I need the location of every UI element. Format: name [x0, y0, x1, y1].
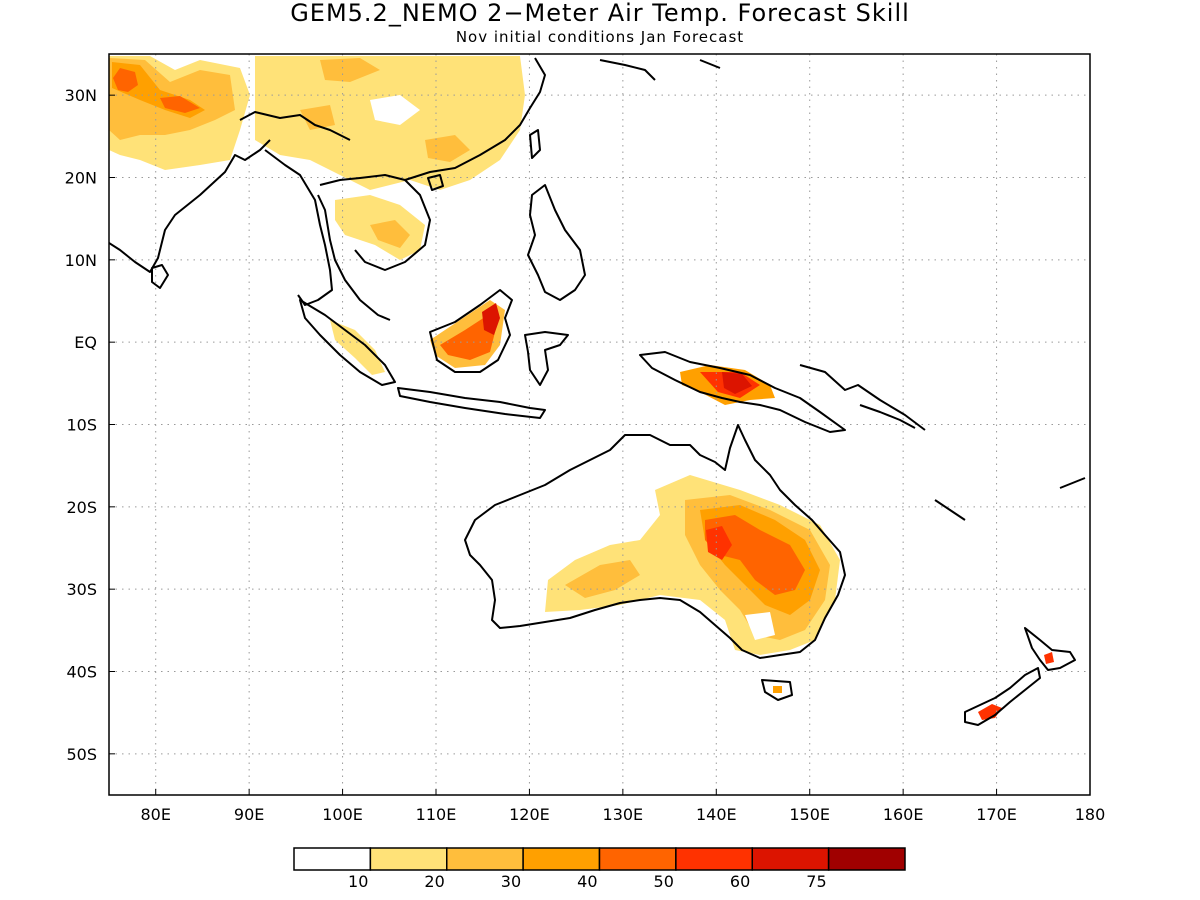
colorbar-label: 50	[654, 872, 674, 891]
lon-tick-label: 130E	[603, 805, 644, 824]
colorbar-swatch	[446, 847, 524, 871]
latitude-axis: 30N 20N 10N EQ 10S 20S 30S 40S 50S	[65, 86, 115, 764]
lon-tick-label: 180	[1075, 805, 1106, 824]
coast-taiwan	[529, 129, 541, 159]
lat-tick-label: 40S	[66, 663, 97, 682]
lon-tick-label: 150E	[789, 805, 830, 824]
skill-shading	[109, 56, 1054, 720]
coast-sumatra	[299, 299, 396, 386]
shade-indochina-20	[370, 220, 410, 248]
lat-tick-label: 50S	[66, 745, 97, 764]
shade-aus-40	[705, 515, 805, 595]
coast-bismarck	[799, 364, 926, 431]
colorbar-swatch	[369, 847, 448, 871]
plot-frame	[108, 53, 1091, 796]
shade-china-blank	[370, 95, 420, 125]
shade-aus-20b	[565, 560, 640, 598]
coast-malay-peninsula	[317, 194, 391, 321]
coast-sulawesi	[524, 331, 569, 386]
colorbar-label: 75	[806, 872, 826, 891]
coast-china	[404, 57, 546, 181]
shade-png-75	[722, 372, 752, 394]
colorbar-swatch	[751, 847, 830, 871]
coast-borneo	[429, 289, 513, 373]
coast-indochina	[319, 174, 431, 271]
coastlines	[109, 57, 1086, 726]
longitude-axis: 80E 90E 100E 110E 120E 130E 140E 150E 160E 170E 18…	[140, 789, 1105, 824]
shade-china-20b	[300, 105, 335, 130]
coast-india	[109, 139, 271, 273]
colorbar-swatch	[675, 847, 753, 871]
lon-tick-label: 80E	[140, 805, 170, 824]
lon-tick-label: 120E	[509, 805, 550, 824]
shade-himalaya-50	[113, 68, 138, 92]
lat-tick-label: 30S	[66, 580, 97, 599]
coast-new-guinea	[639, 351, 846, 433]
shade-aus-blank	[745, 612, 775, 640]
shade-borneo-60	[482, 303, 500, 335]
colorbar-swatch	[293, 847, 372, 871]
colorbar-swatch	[827, 847, 906, 871]
coast-tasmania	[761, 679, 793, 701]
coast-solomons	[859, 404, 1086, 521]
lat-tick-label: 30N	[65, 86, 97, 105]
colorbar-label: 20	[424, 872, 444, 891]
coast-philippines	[527, 184, 586, 301]
shade-china-20c	[425, 135, 470, 162]
lat-tick-label: 20N	[65, 169, 97, 188]
colorbar-swatch	[598, 847, 677, 871]
shade-tasmania-30	[773, 686, 782, 693]
lat-tick-label: 10S	[66, 416, 97, 435]
coast-nz-south	[964, 667, 1041, 726]
figure-subtitle: Nov initial conditions Jan Forecast	[455, 28, 745, 46]
coast-australia	[464, 424, 846, 659]
lon-tick-label: 140E	[696, 805, 737, 824]
shade-aus-50	[706, 526, 732, 560]
coast-hainan	[427, 174, 444, 191]
lat-tick-label: EQ	[74, 333, 97, 352]
lon-tick-label: 160E	[883, 805, 924, 824]
shade-nz-south-50	[978, 704, 1002, 720]
colorbar: 10 20 30 40 50 60 75	[293, 847, 906, 891]
coast-bay-of-bengal	[264, 149, 333, 306]
coast-java	[397, 387, 546, 419]
grid-lines	[109, 54, 1090, 795]
shade-himalaya-50b	[160, 96, 200, 113]
colorbar-label: 30	[501, 872, 521, 891]
coast-himalaya-border	[239, 111, 351, 141]
shade-sumatra-10	[330, 320, 385, 375]
lon-tick-label: 100E	[322, 805, 363, 824]
colorbar-swatch	[522, 847, 601, 871]
shade-borneo-40	[440, 315, 496, 360]
lat-tick-label: 20S	[66, 498, 97, 517]
lon-tick-label: 110E	[416, 805, 457, 824]
colorbar-label: 60	[730, 872, 750, 891]
coast-srilanka	[151, 264, 169, 289]
lon-tick-label: 90E	[234, 805, 264, 824]
lat-tick-label: 10N	[65, 251, 97, 270]
figure-title: GEM5.2_NEMO 2−Meter Air Temp. Forecast S…	[290, 0, 910, 27]
colorbar-label: 10	[348, 872, 368, 891]
shade-nz-north-50	[1044, 652, 1054, 664]
colorbar-label: 40	[577, 872, 597, 891]
shade-china-20	[320, 58, 380, 82]
lon-tick-label: 170E	[976, 805, 1017, 824]
coast-nz-north	[1024, 627, 1076, 671]
coast-japan	[599, 59, 721, 81]
